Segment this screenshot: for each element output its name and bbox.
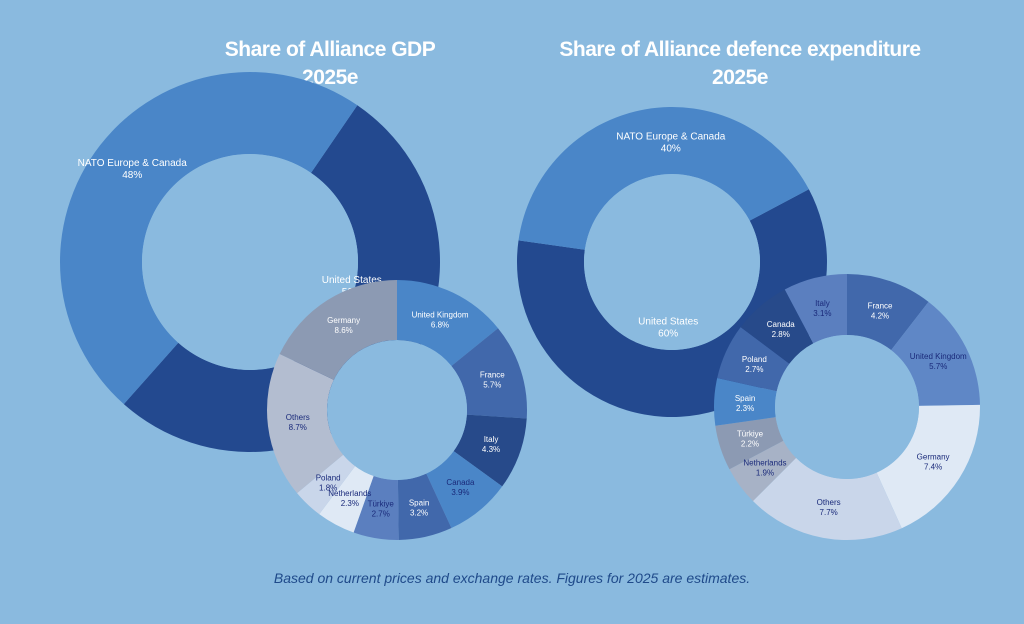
slice-france — [451, 328, 527, 419]
slice-united-kingdom — [397, 280, 499, 366]
defence-title-line2: 2025e — [712, 66, 768, 89]
donut-hole — [327, 340, 467, 480]
slice-germany — [279, 280, 397, 380]
slice-turkiye — [715, 417, 784, 470]
gdp-chart-title: Share of Alliance GDP 2025e — [170, 36, 490, 92]
slice-label-united-kingdom: United Kingdom 5.7% — [910, 352, 967, 371]
slice-label-netherlands: Netherlands 1.9% — [743, 458, 786, 477]
defence-breakdown-donut: France 4.2% United Kingdom 5.7% Germany 7.4% O… — [713, 274, 980, 540]
slice-label-italy: Italy 3.1% — [813, 299, 831, 318]
slice-netherlands — [319, 466, 374, 533]
slice-italy — [453, 414, 527, 487]
gdp-breakdown-donut: United Kingdom 6.8% France 5.7% Italy 4.3% Can… — [267, 280, 527, 540]
slice-label-canada: Canada 3.9% — [446, 478, 475, 497]
slice-label-germany: Germany 7.4% — [917, 452, 950, 471]
slice-canada — [426, 451, 503, 529]
slice-others — [267, 354, 344, 494]
slice-others — [752, 457, 902, 540]
defence-chart-title: Share of Alliance defence expenditure 20… — [540, 36, 940, 92]
slice-poland — [297, 454, 356, 515]
slice-nato-europe-canada — [518, 106, 809, 250]
slice-nato-europe-canada — [60, 72, 358, 405]
defence-title-line1: Share of Alliance defence expenditure — [559, 38, 921, 61]
donut-hole — [142, 154, 358, 370]
slice-label-nato-europe-canada: NATO Europe & Canada 48% — [78, 158, 188, 181]
slice-label-others: Others 8.7% — [286, 413, 310, 432]
slice-spain — [397, 473, 452, 540]
slice-label-canada: Canada 2.8% — [767, 320, 796, 339]
footnote: Based on current prices and exchange rat… — [273, 570, 751, 586]
slice-netherlands — [729, 440, 797, 502]
slice-canada — [740, 289, 814, 364]
gdp-title-line2: 2025e — [302, 66, 358, 89]
slice-italy — [784, 274, 847, 344]
slice-label-france: France 4.2% — [868, 301, 893, 320]
slice-label-poland: Poland 2.7% — [742, 355, 767, 374]
slice-label-germany: Germany 8.6% — [327, 316, 360, 335]
slice-label-netherlands: Netherlands 2.3% — [328, 489, 371, 508]
slice-label-nato-europe-canada: NATO Europe & Canada 40% — [616, 131, 726, 154]
slice-label-italy: Italy 4.3% — [482, 435, 500, 454]
slice-label-turkiye: Türkiye 2.2% — [737, 429, 764, 448]
slice-germany — [876, 404, 980, 529]
slice-label-others: Others 7.7% — [817, 498, 841, 517]
slice-united-kingdom — [891, 301, 980, 406]
slice-label-turkiye: Türkiye 2.7% — [368, 499, 395, 518]
slice-label-poland: Poland 1.8% — [316, 473, 341, 492]
slice-label-united-states: United States 60% — [638, 317, 698, 340]
slice-label-spain: Spain 3.2% — [409, 498, 429, 517]
slice-france — [847, 274, 929, 351]
slice-spain — [713, 377, 777, 426]
donut-hole — [584, 174, 760, 350]
slice-label-united-kingdom: United Kingdom 6.8% — [412, 311, 469, 330]
donut-hole — [775, 335, 919, 479]
slice-turkiye — [353, 475, 399, 540]
gdp-title-line1: Share of Alliance GDP — [224, 38, 436, 61]
slice-label-france: France 5.7% — [480, 371, 505, 390]
slice-label-spain: Spain 2.3% — [735, 394, 755, 413]
slice-poland — [717, 327, 790, 392]
